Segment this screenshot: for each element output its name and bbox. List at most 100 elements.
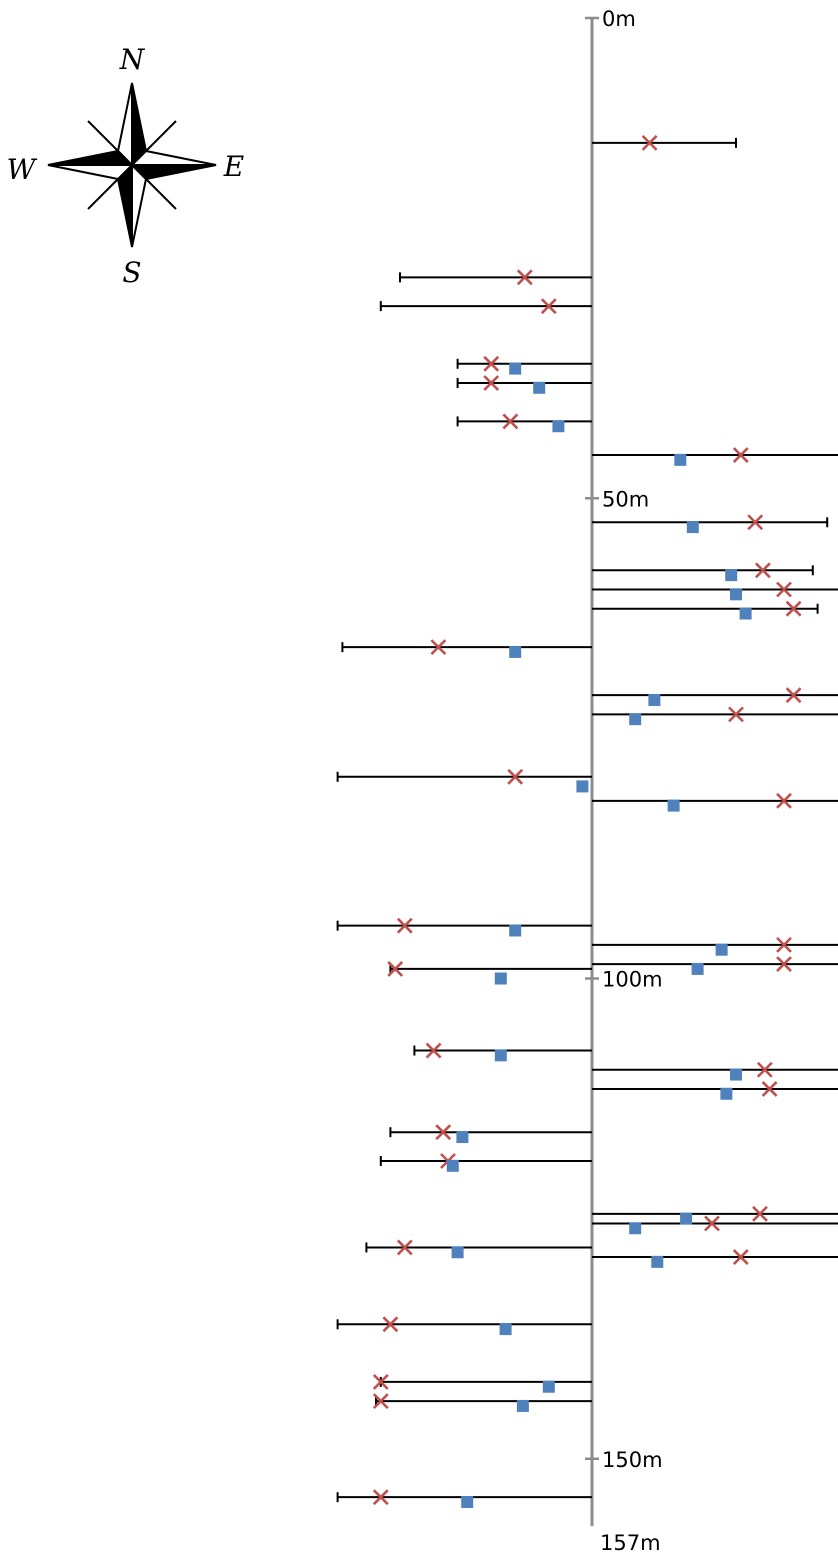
cross-point bbox=[483, 355, 500, 372]
cross-point bbox=[372, 1374, 389, 1390]
square-point bbox=[451, 1246, 464, 1259]
square-point bbox=[446, 1159, 459, 1172]
square-point bbox=[651, 1255, 664, 1268]
cross-stroke bbox=[483, 355, 500, 372]
square-point bbox=[576, 780, 589, 793]
cross-stroke bbox=[747, 514, 764, 531]
cross-point bbox=[776, 936, 792, 953]
cross-stroke bbox=[704, 1215, 720, 1232]
cross-point bbox=[776, 792, 792, 809]
cross-stroke bbox=[430, 639, 447, 656]
cross-point bbox=[754, 562, 771, 579]
square-point bbox=[691, 962, 704, 975]
cross-stroke bbox=[776, 936, 792, 953]
cross-stroke bbox=[776, 792, 792, 809]
square-point bbox=[715, 943, 728, 956]
square-point bbox=[456, 1130, 469, 1143]
cross-point bbox=[776, 956, 792, 973]
compass-rose-icon: N S E W bbox=[7, 43, 245, 289]
square-point bbox=[730, 1068, 742, 1081]
cross-point bbox=[507, 768, 524, 785]
square-point bbox=[509, 924, 522, 937]
cross-stroke bbox=[516, 269, 533, 286]
cross-stroke bbox=[483, 375, 500, 391]
cross-point bbox=[382, 1316, 399, 1333]
square-point bbox=[648, 693, 661, 706]
cross-stroke bbox=[382, 1316, 399, 1333]
cross-stroke bbox=[372, 1489, 389, 1506]
bar-series bbox=[336, 137, 838, 1503]
square-point bbox=[552, 420, 565, 433]
square-point bbox=[494, 1049, 507, 1062]
cross-stroke bbox=[425, 1042, 442, 1059]
square-point bbox=[686, 521, 699, 534]
cross-series bbox=[372, 134, 802, 1506]
square-point bbox=[494, 972, 507, 985]
cross-point bbox=[761, 1081, 778, 1097]
cross-stroke bbox=[776, 956, 792, 973]
cross-point bbox=[435, 1124, 452, 1141]
cross-point bbox=[747, 514, 764, 531]
square-point bbox=[533, 381, 546, 394]
cross-stroke bbox=[387, 960, 404, 977]
cross-point bbox=[516, 269, 533, 286]
cross-point bbox=[756, 1061, 773, 1078]
cross-point bbox=[483, 375, 500, 391]
square-point bbox=[461, 1495, 474, 1508]
cross-point bbox=[372, 1489, 389, 1506]
cross-stroke bbox=[641, 134, 658, 151]
square-point bbox=[674, 453, 687, 466]
cross-point bbox=[387, 960, 404, 977]
cross-point bbox=[372, 1393, 389, 1410]
cross-point bbox=[732, 1249, 749, 1265]
square-point bbox=[720, 1087, 733, 1100]
cross-stroke bbox=[785, 600, 802, 617]
cross-stroke bbox=[761, 1081, 778, 1097]
square-point bbox=[739, 607, 752, 620]
cross-point bbox=[728, 706, 744, 723]
cross-point bbox=[785, 600, 802, 617]
square-point bbox=[509, 362, 522, 375]
cross-point bbox=[704, 1215, 720, 1232]
cross-stroke bbox=[435, 1124, 452, 1141]
square-point bbox=[730, 588, 742, 601]
cross-point bbox=[540, 298, 557, 315]
square-point bbox=[499, 1323, 512, 1336]
cross-point bbox=[396, 1239, 413, 1256]
square-point bbox=[629, 713, 642, 726]
square-point bbox=[629, 1222, 642, 1235]
cross-stroke bbox=[372, 1374, 389, 1390]
depth-tick-label: 150m bbox=[602, 1448, 663, 1472]
cross-stroke bbox=[732, 447, 749, 463]
compass-south-label: S bbox=[122, 256, 141, 289]
cross-point bbox=[752, 1205, 768, 1222]
cross-stroke bbox=[372, 1393, 389, 1410]
square-point bbox=[516, 1399, 529, 1412]
depth-tick-label: 50m bbox=[602, 487, 649, 511]
cross-point bbox=[502, 413, 519, 430]
cross-point bbox=[396, 917, 413, 934]
square-point bbox=[725, 569, 738, 582]
square-point bbox=[542, 1380, 555, 1393]
depth-axis-end-label: 157m bbox=[600, 1531, 661, 1554]
cross-point bbox=[785, 687, 802, 704]
compass-east-label: E bbox=[223, 150, 244, 183]
cross-stroke bbox=[502, 413, 519, 430]
cross-stroke bbox=[507, 768, 524, 785]
cross-stroke bbox=[396, 1239, 413, 1256]
depth-tick-label: 100m bbox=[602, 968, 663, 992]
cross-stroke bbox=[776, 581, 792, 598]
square-series bbox=[446, 362, 752, 1508]
compass-north-label: N bbox=[119, 43, 146, 76]
cross-stroke bbox=[756, 1061, 773, 1078]
depth-axis-ticks: 0m 50m 100m 150m 157m bbox=[585, 7, 663, 1554]
cross-stroke bbox=[752, 1205, 768, 1222]
cross-stroke bbox=[540, 298, 557, 315]
cross-point bbox=[641, 134, 658, 151]
depth-tick-label: 0m bbox=[602, 7, 636, 31]
cross-stroke bbox=[785, 687, 802, 704]
cross-point bbox=[430, 639, 447, 656]
cross-point bbox=[732, 447, 749, 463]
cross-stroke bbox=[728, 706, 744, 723]
